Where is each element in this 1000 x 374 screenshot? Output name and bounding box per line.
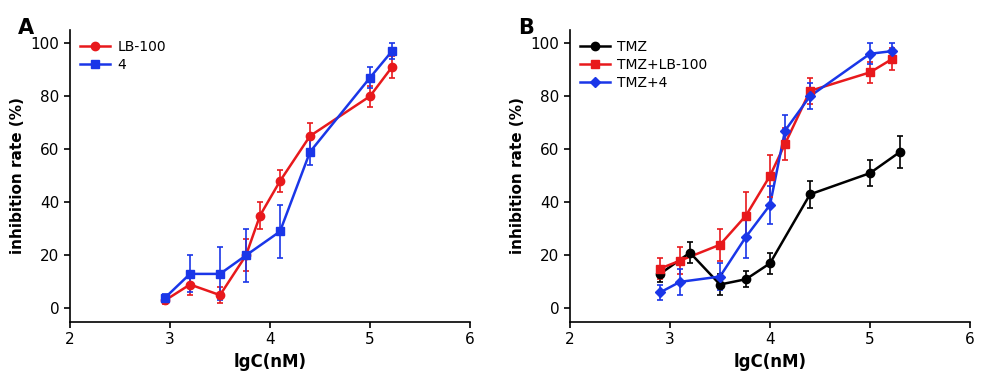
Text: B: B [518,18,534,38]
Y-axis label: inhibition rate (%): inhibition rate (%) [510,97,525,254]
X-axis label: lgC(nM): lgC(nM) [234,353,306,371]
Legend: LB-100, 4: LB-100, 4 [77,37,169,74]
X-axis label: lgC(nM): lgC(nM) [734,353,806,371]
Y-axis label: inhibition rate (%): inhibition rate (%) [10,97,25,254]
Legend: TMZ, TMZ+LB-100, TMZ+4: TMZ, TMZ+LB-100, TMZ+4 [577,37,710,93]
Text: A: A [18,18,34,38]
